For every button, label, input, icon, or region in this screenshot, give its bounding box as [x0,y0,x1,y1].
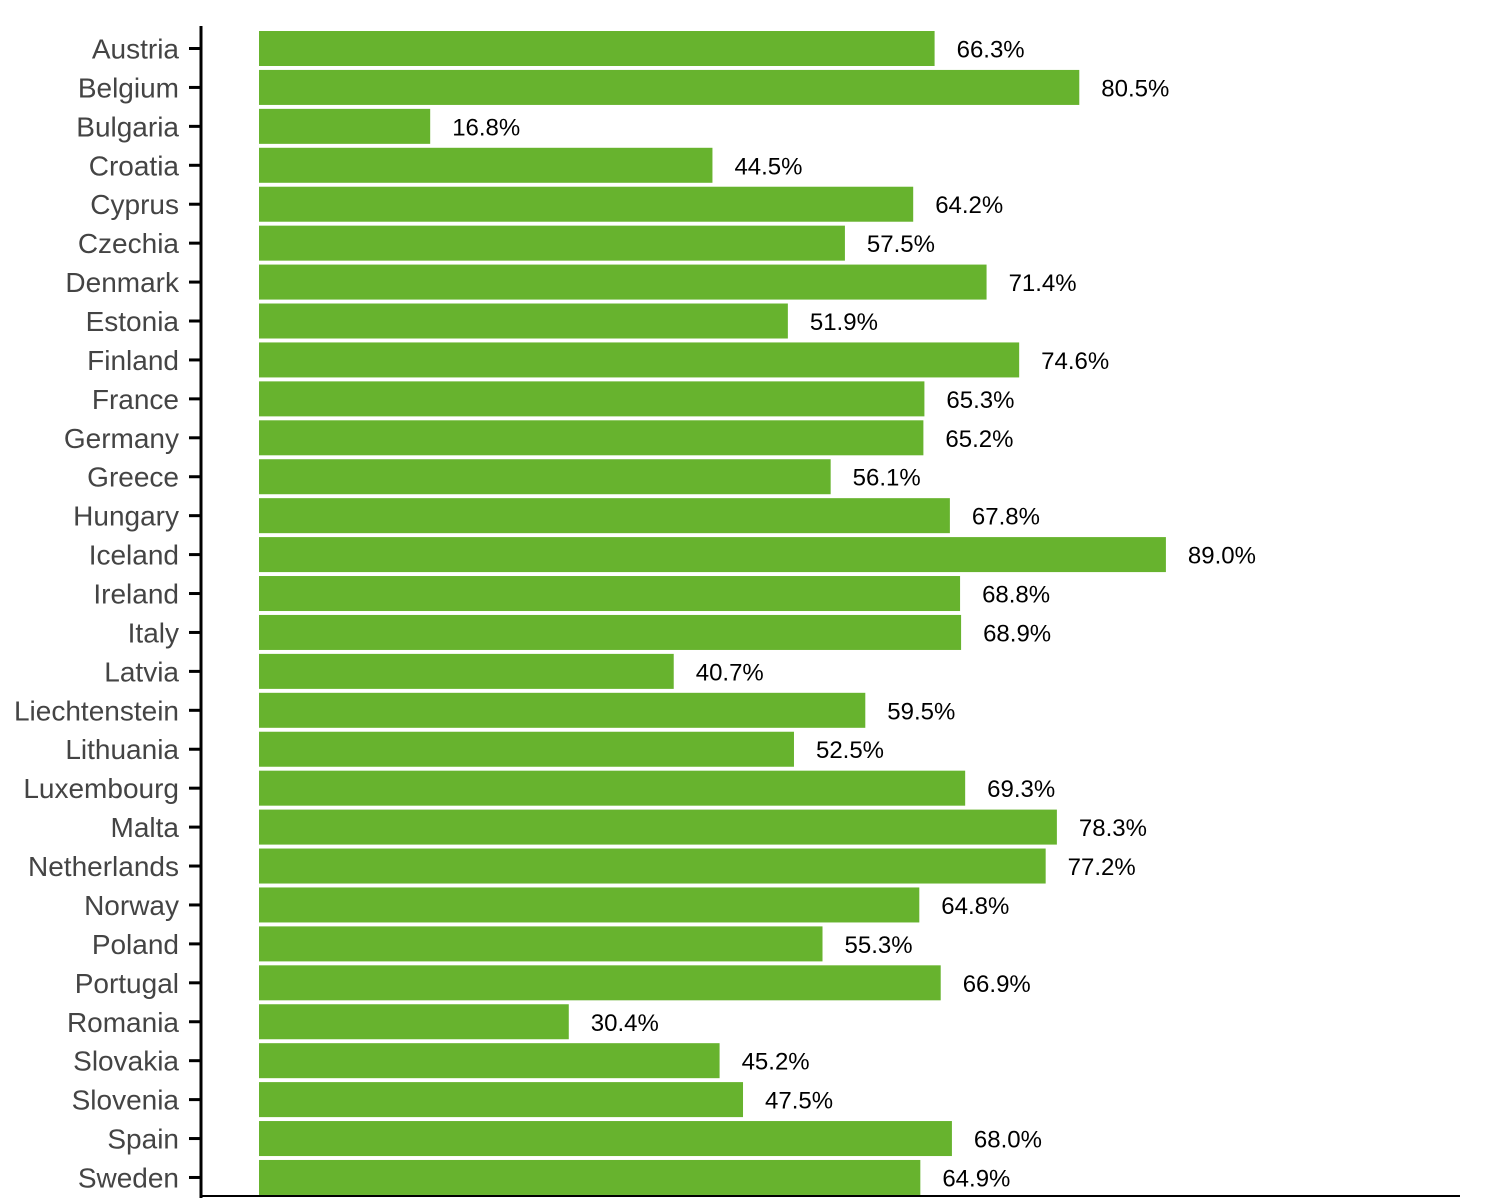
category-label-latvia: Latvia [104,656,179,687]
value-label-sweden: 64.9% [942,1165,1010,1192]
value-label-netherlands: 77.2% [1068,854,1136,881]
value-label-bulgaria: 16.8% [452,114,520,141]
category-label-iceland: Iceland [89,540,179,571]
category-label-portugal: Portugal [75,968,179,999]
value-label-france: 65.3% [946,387,1014,414]
value-label-denmark: 71.4% [1009,270,1077,297]
value-label-luxembourg: 69.3% [987,776,1055,803]
value-label-finland: 74.6% [1041,348,1109,375]
bar-luxembourg [259,770,966,806]
bar-croatia [259,147,713,183]
bar-netherlands [259,848,1046,884]
category-label-austria: Austria [92,34,180,65]
category-label-greece: Greece [87,462,179,493]
category-label-netherlands: Netherlands [28,851,179,882]
value-label-poland: 55.3% [845,932,913,959]
category-label-slovakia: Slovakia [73,1046,179,1077]
value-label-croatia: 44.5% [734,153,802,180]
bar-france [259,381,925,417]
value-labels-group: 66.3% 80.5% 16.8% 44.5% 64.2%57.5% 71.4% 51.9%… [452,37,1256,1193]
category-label-belgium: Belgium [78,72,179,103]
bar-iceland [259,537,1166,573]
bar-liechtenstein [259,692,866,728]
category-label-liechtenstein: Liechtenstein [14,695,179,726]
bar-portugal [259,965,941,1001]
category-label-cyprus: Cyprus [90,189,179,220]
bar-sweden [259,1159,921,1195]
category-label-finland: Finland [87,345,179,376]
value-label-slovenia: 47.5% [765,1088,833,1115]
bar-italy [259,614,962,650]
value-label-malta: 78.3% [1079,815,1147,842]
bar-latvia [259,653,674,689]
value-label-ireland: 68.8% [982,582,1050,609]
bar-czechia [259,225,845,261]
bar-poland [259,926,823,962]
category-label-germany: Germany [64,423,179,454]
bar-greece [259,459,831,495]
bar-lithuania [259,731,794,767]
value-label-liechtenstein: 59.5% [887,698,955,725]
bar-estonia [259,303,788,339]
bar-spain [259,1121,952,1157]
category-label-ireland: Ireland [93,579,179,610]
value-label-estonia: 51.9% [810,309,878,336]
category-label-denmark: Denmark [65,267,180,298]
category-label-luxembourg: Luxembourg [23,773,179,804]
value-label-belgium: 80.5% [1101,75,1169,102]
category-label-italy: Italy [128,617,179,648]
category-label-hungary: Hungary [73,501,179,532]
value-label-hungary: 67.8% [972,504,1040,531]
category-label-croatia: Croatia [89,150,180,181]
bars-group [259,31,1166,1195]
value-label-iceland: 89.0% [1188,543,1256,570]
category-label-sweden: Sweden [78,1162,179,1193]
bar-romania [259,1004,569,1040]
bar-malta [259,809,1057,845]
bar-belgium [259,69,1080,105]
bar-germany [259,420,924,456]
value-label-italy: 68.9% [983,620,1051,647]
category-label-slovenia: Slovenia [72,1085,180,1116]
category-label-norway: Norway [84,890,179,921]
value-label-latvia: 40.7% [696,659,764,686]
value-label-romania: 30.4% [591,1010,659,1037]
value-label-cyprus: 64.2% [935,192,1003,219]
y-axis-ticks-group [189,47,201,1179]
bar-slovakia [259,1043,720,1079]
bar-ireland [259,576,961,612]
category-label-czechia: Czechia [78,228,180,259]
value-label-lithuania: 52.5% [816,737,884,764]
category-labels-group: Austria Belgium Bulgaria Croatia Cyprus Czech… [14,34,180,1194]
value-label-germany: 65.2% [945,426,1013,453]
category-label-lithuania: Lithuania [65,734,179,765]
bar-hungary [259,498,950,534]
category-label-france: France [92,384,179,415]
category-label-romania: Romania [67,1007,179,1038]
category-label-malta: Malta [111,812,180,843]
value-label-spain: 68.0% [974,1127,1042,1154]
value-label-czechia: 57.5% [867,231,935,258]
bar-denmark [259,264,987,300]
bar-slovenia [259,1082,744,1118]
bar-bulgaria [259,108,431,144]
category-label-bulgaria: Bulgaria [76,111,179,142]
value-label-austria: 66.3% [957,37,1025,64]
category-label-poland: Poland [92,929,179,960]
value-label-slovakia: 45.2% [742,1049,810,1076]
bar-austria [259,31,935,66]
value-label-norway: 64.8% [941,893,1009,920]
bar-norway [259,887,920,923]
bar-finland [259,342,1020,378]
value-label-portugal: 66.9% [963,971,1031,998]
category-label-spain: Spain [107,1124,179,1155]
category-label-estonia: Estonia [86,306,180,337]
bar-cyprus [259,186,914,222]
value-label-greece: 56.1% [853,465,921,492]
